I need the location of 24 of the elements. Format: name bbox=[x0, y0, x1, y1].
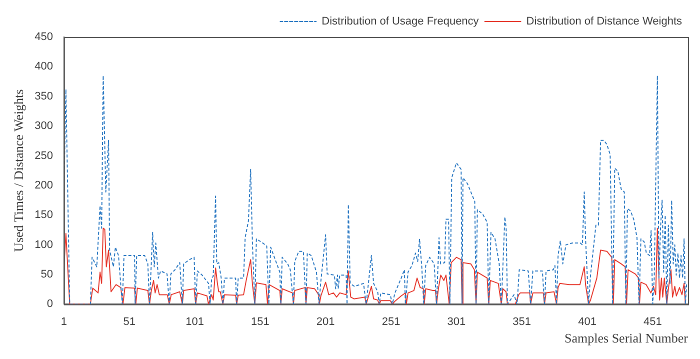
x-tick-label: 251 bbox=[382, 316, 400, 328]
x-tick-label: 51 bbox=[123, 316, 136, 328]
x-tick-label: 1 bbox=[60, 316, 68, 328]
y-tick-label: 300 bbox=[34, 120, 53, 132]
x-axis-title: Samples Serial Number bbox=[564, 330, 689, 346]
legend-label: Distribution of Usage Frequency bbox=[322, 16, 480, 28]
x-tick-label: 151 bbox=[251, 316, 270, 328]
y-tick-label: 50 bbox=[40, 268, 53, 281]
x-tick-label: 101 bbox=[186, 316, 204, 328]
y-tick-label: 250 bbox=[34, 150, 53, 162]
y-tick-label: 200 bbox=[34, 179, 53, 192]
x-tick-label: 351 bbox=[512, 316, 532, 328]
y-axis-title: Used Times / Distance Weights bbox=[11, 89, 26, 252]
legend-label: Distribution of Distance Weights bbox=[526, 16, 682, 28]
x-tick-label: 451 bbox=[643, 316, 662, 328]
y-tick-label: 150 bbox=[34, 209, 53, 222]
y-tick-label: 100 bbox=[34, 238, 53, 251]
y-tick-label: 450 bbox=[34, 31, 53, 44]
y-tick-label: 0 bbox=[46, 298, 53, 310]
y-tick-label: 400 bbox=[34, 60, 53, 73]
y-tick-label: 350 bbox=[34, 90, 53, 102]
x-tick-label: 401 bbox=[578, 316, 596, 328]
x-tick-label: 201 bbox=[316, 316, 335, 328]
x-tick-label: 301 bbox=[447, 316, 466, 328]
